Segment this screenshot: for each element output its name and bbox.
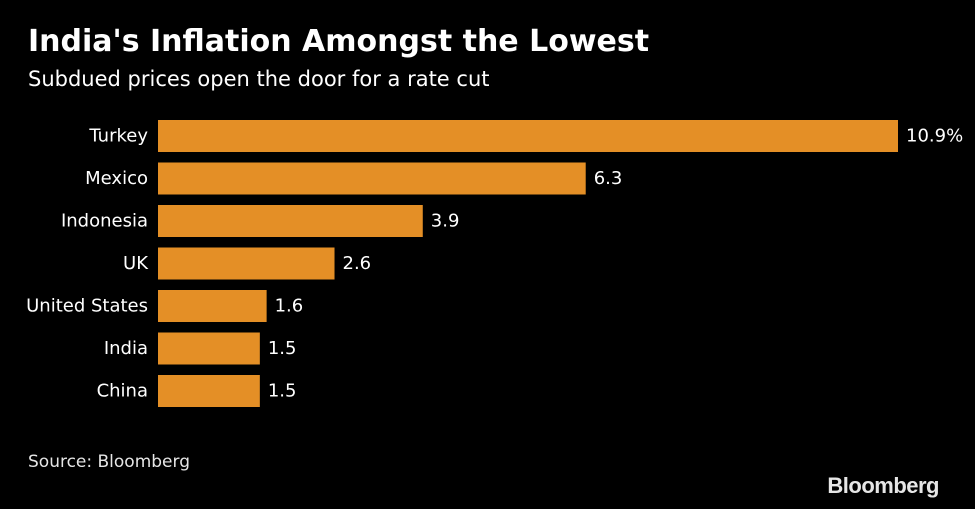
chart-subtitle: Subdued prices open the door for a rate … bbox=[28, 67, 490, 91]
bar-uk bbox=[158, 247, 335, 280]
bar-india bbox=[158, 332, 260, 365]
category-label: Turkey bbox=[88, 126, 148, 147]
bar-united-states bbox=[158, 290, 267, 322]
category-label: United States bbox=[26, 296, 148, 317]
source-note: Source: Bloomberg bbox=[28, 452, 190, 472]
bloomberg-logo: Bloomberg bbox=[827, 473, 939, 498]
bar-turkey bbox=[158, 120, 898, 152]
bar-indonesia bbox=[158, 205, 423, 237]
value-label: 3.9 bbox=[431, 211, 460, 232]
bar-china bbox=[158, 375, 260, 407]
value-label: 10.9% bbox=[906, 126, 963, 147]
value-label: 1.5 bbox=[268, 338, 297, 359]
value-label: 2.6 bbox=[343, 253, 372, 274]
category-label: India bbox=[104, 338, 148, 359]
value-label: 1.5 bbox=[268, 381, 297, 402]
category-label: China bbox=[97, 381, 148, 402]
chart-title: India's Inflation Amongst the Lowest bbox=[28, 24, 650, 59]
value-label: 1.6 bbox=[275, 296, 304, 317]
bar-mexico bbox=[158, 162, 586, 195]
category-label: UK bbox=[123, 253, 149, 274]
value-label: 6.3 bbox=[594, 168, 623, 189]
category-label: Mexico bbox=[85, 168, 148, 189]
category-label: Indonesia bbox=[61, 211, 148, 232]
